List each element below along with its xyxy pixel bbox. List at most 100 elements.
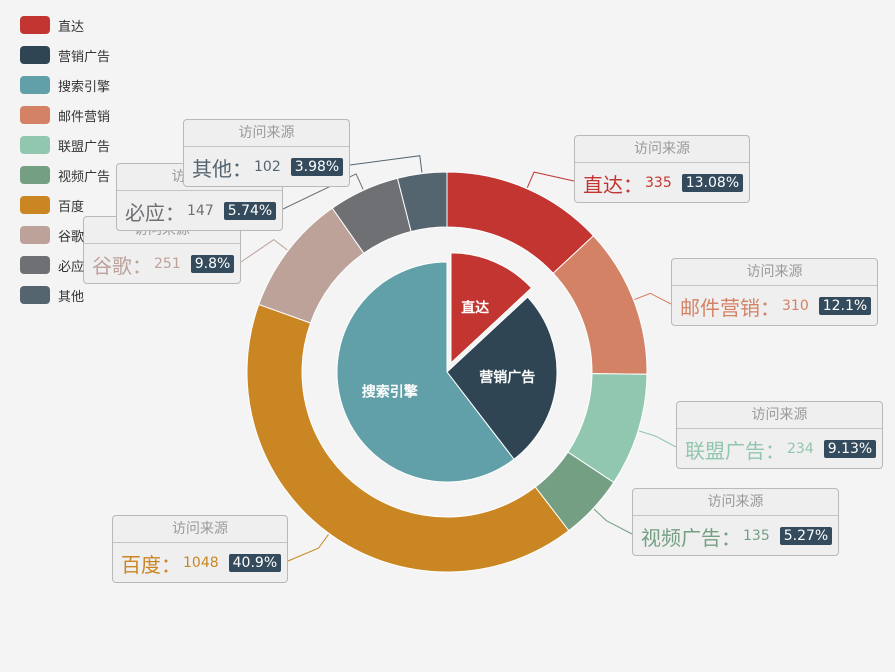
- slice-label-header: 访问来源: [633, 489, 838, 516]
- legend-item[interactable]: 直达: [20, 10, 110, 40]
- outer-slice-7[interactable]: [396, 171, 448, 233]
- legend-label: 谷歌: [58, 229, 85, 245]
- legend-swatch: [20, 136, 50, 154]
- slice-label-colon: ：: [165, 200, 185, 225]
- leader-line-6: [282, 173, 364, 210]
- inner-slice-label-2: 搜索引擎: [362, 383, 418, 400]
- slice-label-colon: ：: [623, 172, 643, 197]
- slice-label-colon: ：: [760, 295, 780, 320]
- legend-label: 百度: [58, 199, 85, 215]
- slice-label-name: 其他: [192, 156, 232, 181]
- slice-label-value: 251: [154, 256, 181, 272]
- outer-slice-4[interactable]: [246, 303, 570, 573]
- legend-item[interactable]: 视频广告: [20, 160, 110, 190]
- slice-label-name: 直达: [583, 172, 623, 197]
- leader-line-0: [526, 171, 575, 188]
- slice-label-value: 102: [254, 159, 281, 175]
- inner-pie: [336, 252, 558, 483]
- inner-slice-0[interactable]: [450, 252, 533, 364]
- legend-swatch: [20, 166, 50, 184]
- slice-label-colon: ：: [161, 552, 181, 577]
- legend: 直达营销广告搜索引擎邮件营销联盟广告视频广告百度谷歌必应其他: [20, 10, 110, 310]
- slice-label-name: 百度: [121, 552, 161, 577]
- slice-label-colon: ：: [232, 156, 252, 181]
- slice-label-colon: ：: [132, 253, 152, 278]
- leader-line-5: [240, 239, 288, 263]
- slice-label-colon: ：: [765, 438, 785, 463]
- slice-label-percent: 9.13%: [823, 440, 877, 458]
- slice-label-percent: 5.74%: [223, 202, 277, 220]
- slice-label-value: 1048: [183, 555, 219, 571]
- slice-label-header: 访问来源: [672, 259, 877, 286]
- inner-slice-1[interactable]: [446, 296, 558, 460]
- slice-label-percent: 5.27%: [779, 527, 833, 545]
- slice-label-name: 必应: [125, 200, 165, 225]
- slice-label-body: 必应： 147 5.74%: [117, 191, 282, 231]
- leader-line-7: [349, 155, 423, 173]
- slice-label-box: 访问来源视频广告： 135 5.27%: [632, 488, 839, 556]
- legend-swatch: [20, 46, 50, 64]
- slice-label-body: 百度： 1048 40.9%: [113, 543, 287, 583]
- slice-label-body: 邮件营销： 310 12.1%: [672, 286, 877, 326]
- legend-item[interactable]: 搜索引擎: [20, 70, 110, 100]
- legend-swatch: [20, 226, 50, 244]
- slice-label-body: 其他： 102 3.98%: [184, 147, 349, 187]
- legend-item[interactable]: 联盟广告: [20, 130, 110, 160]
- slice-label-body: 视频广告： 135 5.27%: [633, 516, 838, 556]
- legend-item[interactable]: 百度: [20, 190, 110, 220]
- slice-label-box: 访问来源联盟广告： 234 9.13%: [676, 401, 883, 469]
- slice-label-colon: ：: [721, 525, 741, 550]
- slice-label-value: 234: [787, 441, 814, 457]
- slice-label-percent: 9.8%: [190, 255, 235, 273]
- leader-line-1: [634, 292, 672, 305]
- inner-slice-2[interactable]: [336, 261, 515, 483]
- slice-label-body: 谷歌： 251 9.8%: [84, 244, 240, 284]
- legend-label: 必应: [58, 259, 85, 275]
- slice-label-name: 邮件营销: [680, 295, 760, 320]
- slice-label-header: 访问来源: [575, 136, 749, 163]
- leader-line-3: [593, 508, 633, 535]
- slice-label-box: 访问来源邮件营销： 310 12.1%: [671, 258, 878, 326]
- slice-label-name: 谷歌: [92, 253, 132, 278]
- slice-label-percent: 13.08%: [681, 174, 744, 192]
- slice-label-value: 135: [743, 528, 770, 544]
- legend-swatch: [20, 256, 50, 274]
- inner-slice-label-1: 营销广告: [479, 369, 535, 386]
- slice-label-percent: 40.9%: [228, 554, 282, 572]
- slice-label-header: 访问来源: [677, 402, 882, 429]
- legend-swatch: [20, 196, 50, 214]
- legend-item[interactable]: 邮件营销: [20, 100, 110, 130]
- slice-label-value: 310: [782, 298, 809, 314]
- inner-slice-label-0: 直达: [461, 299, 489, 316]
- slice-label-percent: 12.1%: [818, 297, 872, 315]
- slice-label-value: 147: [187, 203, 214, 219]
- legend-swatch: [20, 286, 50, 304]
- slice-label-header: 访问来源: [113, 516, 287, 543]
- legend-swatch: [20, 106, 50, 124]
- slice-label-box: 访问来源百度： 1048 40.9%: [112, 515, 288, 583]
- legend-item[interactable]: 谷歌: [20, 220, 110, 250]
- slice-label-box: 访问来源其他： 102 3.98%: [183, 119, 350, 187]
- legend-label: 联盟广告: [58, 139, 111, 155]
- slice-label-body: 直达： 335 13.08%: [575, 163, 749, 203]
- slice-label-header: 访问来源: [184, 120, 349, 147]
- legend-swatch: [20, 16, 50, 34]
- legend-label: 直达: [58, 19, 85, 35]
- slice-label-percent: 3.98%: [290, 158, 344, 176]
- leader-line-4: [287, 534, 329, 562]
- slice-label-name: 视频广告: [641, 525, 721, 550]
- legend-item[interactable]: 营销广告: [20, 40, 110, 70]
- legend-label: 视频广告: [58, 169, 111, 185]
- slice-label-value: 335: [645, 175, 672, 191]
- legend-item[interactable]: 其他: [20, 280, 110, 310]
- legend-label: 搜索引擎: [58, 79, 111, 95]
- slice-label-box: 访问来源直达： 335 13.08%: [574, 135, 750, 203]
- legend-item[interactable]: 必应: [20, 250, 110, 280]
- outer-ring: [246, 171, 648, 573]
- slice-label-body: 联盟广告： 234 9.13%: [677, 429, 882, 469]
- slice-label-name: 联盟广告: [685, 438, 765, 463]
- leader-lines: [240, 155, 677, 562]
- legend-swatch: [20, 76, 50, 94]
